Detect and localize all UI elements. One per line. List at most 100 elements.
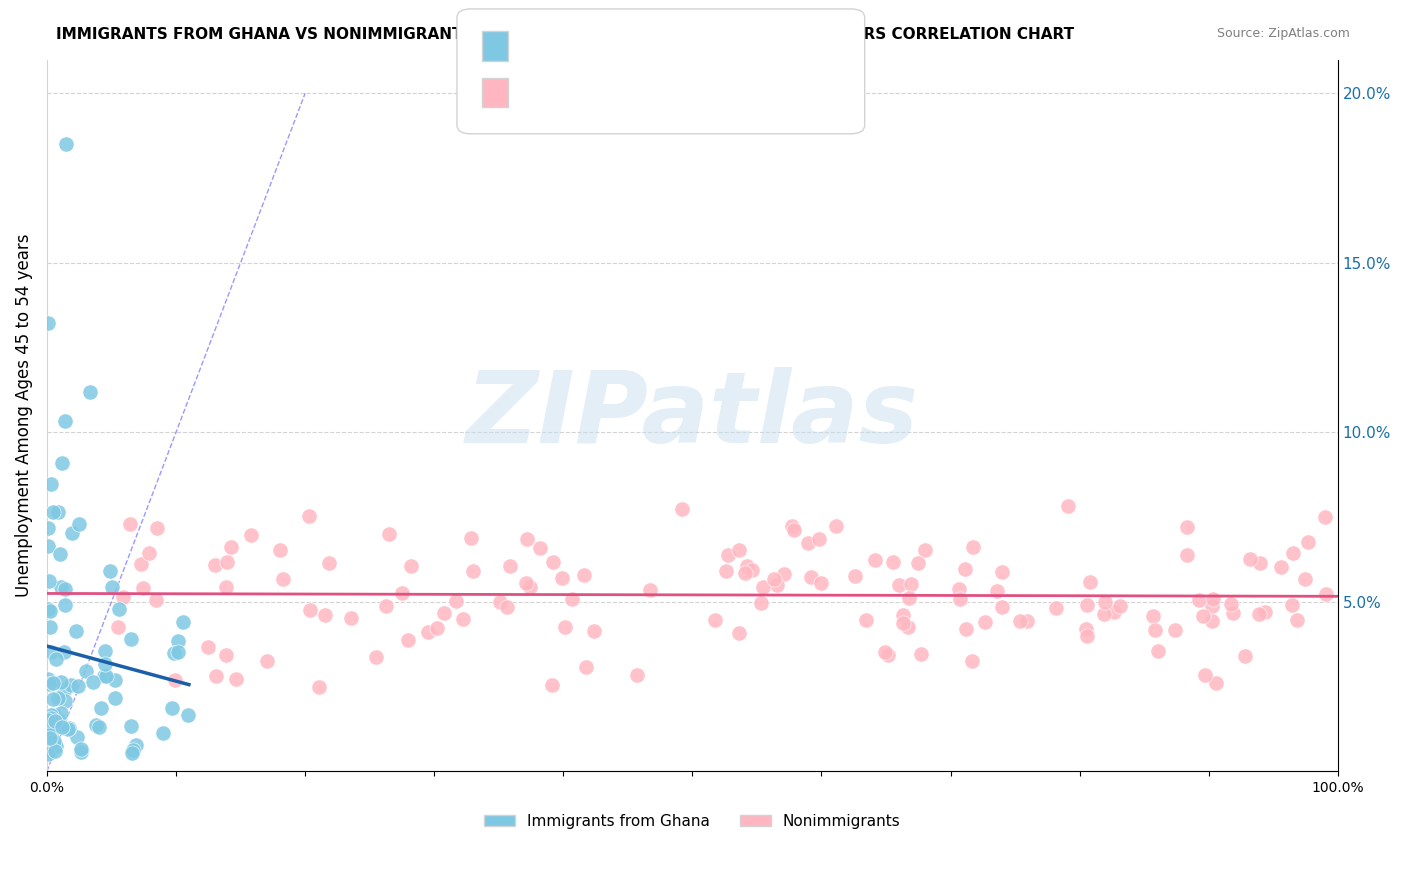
Point [167, 634, 190, 648]
Point [37, 520, 59, 534]
Point [986, 584, 1008, 599]
Point [1285, 613, 1308, 627]
Point [752, 580, 775, 594]
Point [271, 572, 294, 586]
Point [37, 316, 59, 330]
Point [1144, 624, 1167, 638]
Point [103, 673, 125, 687]
Point [53, 598, 76, 612]
Point [882, 556, 904, 570]
Point [1254, 605, 1277, 619]
Point [1270, 560, 1292, 574]
Point [39, 644, 62, 658]
Point [955, 622, 977, 636]
Point [42, 734, 65, 748]
Point [561, 592, 583, 607]
Point [49, 706, 72, 720]
Point [45, 739, 67, 754]
Point [215, 555, 238, 569]
Text: Source: ZipAtlas.com: Source: ZipAtlas.com [1216, 27, 1350, 40]
Point [1194, 667, 1216, 681]
Point [308, 680, 330, 694]
Point [42, 718, 65, 732]
Point [717, 548, 740, 562]
Point [46, 690, 69, 705]
Point [152, 726, 174, 740]
Point [160, 700, 183, 714]
Point [451, 612, 474, 626]
Point [37, 602, 59, 616]
Point [65, 624, 87, 638]
Point [1281, 599, 1303, 613]
Point [38, 677, 60, 691]
Point [1175, 520, 1198, 534]
Point [111, 590, 134, 604]
Point [990, 600, 1012, 615]
Point [1192, 608, 1215, 623]
Point [104, 690, 127, 705]
Point [1188, 592, 1211, 607]
Point [37, 747, 59, 761]
Point [948, 582, 970, 596]
Point [799, 570, 821, 584]
Point [204, 558, 226, 572]
Point [49, 547, 72, 561]
Point [910, 647, 932, 661]
Point [53, 414, 76, 428]
Point [416, 624, 439, 639]
Point [79, 384, 101, 399]
Point [783, 523, 806, 537]
Point [897, 591, 920, 606]
Point [876, 648, 898, 662]
Point [1164, 623, 1187, 637]
Point [172, 615, 194, 629]
Point [42, 721, 65, 735]
Point [94, 644, 117, 658]
Point [129, 557, 152, 571]
Point [461, 564, 484, 578]
Point [70, 745, 93, 759]
Point [1008, 615, 1031, 629]
Point [1202, 592, 1225, 607]
Point [671, 502, 693, 516]
Point [124, 738, 146, 752]
Point [807, 532, 830, 546]
Point [541, 555, 564, 569]
Point [314, 607, 336, 622]
Point [256, 654, 278, 668]
Point [39, 620, 62, 634]
Point [45, 652, 67, 666]
Point [176, 708, 198, 723]
Point [41, 736, 63, 750]
Point [378, 527, 401, 541]
Point [1313, 510, 1336, 524]
Point [582, 624, 605, 638]
Point [1092, 607, 1115, 622]
Point [67, 517, 90, 532]
Point [167, 645, 190, 659]
Point [844, 568, 866, 582]
Point [298, 508, 321, 523]
Point [39, 707, 62, 722]
Point [67, 679, 90, 693]
Point [66, 730, 89, 744]
Point [728, 626, 751, 640]
Point [716, 564, 738, 578]
Point [364, 650, 387, 665]
Point [214, 648, 236, 662]
Point [146, 521, 169, 535]
Point [225, 672, 247, 686]
Point [626, 667, 648, 681]
Point [120, 517, 142, 532]
Point [704, 613, 727, 627]
Point [914, 542, 936, 557]
Point [42, 676, 65, 690]
Point [1056, 500, 1078, 514]
Point [516, 532, 538, 546]
Y-axis label: Unemployment Among Ages 45 to 54 years: Unemployment Among Ages 45 to 54 years [15, 234, 32, 598]
Point [1249, 557, 1271, 571]
Point [90, 701, 112, 715]
Point [1234, 648, 1257, 663]
Point [121, 746, 143, 760]
Point [1315, 586, 1337, 600]
